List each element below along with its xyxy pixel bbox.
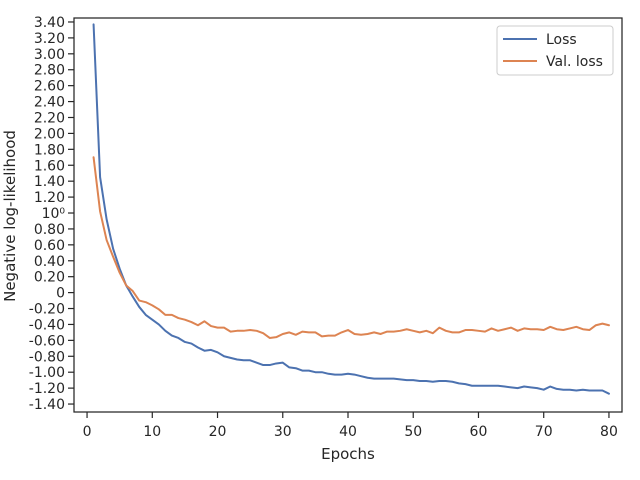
x-tick-label: 10 xyxy=(143,424,161,440)
y-tick-label: 2.00 xyxy=(34,126,65,142)
x-tick-label: 0 xyxy=(83,424,92,440)
x-tick-label: 80 xyxy=(600,424,618,440)
y-axis-label: Negative log-likelihood xyxy=(1,130,19,302)
x-tick-label: 50 xyxy=(404,424,422,440)
y-tick-label: 1.60 xyxy=(34,158,65,174)
y-tick-label: 3.40 xyxy=(34,15,65,31)
y-axis-ticks: -1.40-1.20-1.00-0.80-0.60-0.40-0.2000.20… xyxy=(29,15,74,413)
y-tick-label: 0.20 xyxy=(34,270,65,286)
x-tick-label: 70 xyxy=(535,424,553,440)
y-tick-label: 0 xyxy=(56,286,65,302)
plot-frame xyxy=(73,17,623,413)
y-tick-label: 2.80 xyxy=(34,63,65,79)
y-tick-label: -1.20 xyxy=(29,381,65,397)
y-tick-label: -0.40 xyxy=(29,317,65,333)
y-tick-label: 3.20 xyxy=(34,31,65,47)
y-tick-label: 1.80 xyxy=(34,142,65,158)
x-axis-ticks: 0 10 20 30 40 50 60 70 80 xyxy=(83,412,618,440)
y-tick-label: -0.80 xyxy=(29,349,65,365)
y-tick-label: 2.20 xyxy=(34,110,65,126)
legend-label-loss: Loss xyxy=(546,32,577,48)
x-axis-label: Epochs xyxy=(321,445,375,463)
y-tick-label: 10⁰ xyxy=(42,206,66,222)
legend-label-val-loss: Val. loss xyxy=(546,54,603,70)
y-tick-label: 0.60 xyxy=(34,238,65,254)
x-tick-label: 20 xyxy=(209,424,227,440)
y-tick-label: -0.60 xyxy=(29,333,65,349)
y-tick-label: 1.20 xyxy=(34,190,65,206)
y-tick-label: 2.60 xyxy=(34,79,65,95)
x-tick-label: 30 xyxy=(274,424,292,440)
x-tick-label: 40 xyxy=(339,424,357,440)
y-tick-label: -1.40 xyxy=(29,397,65,413)
y-tick-label: 1.40 xyxy=(34,174,65,190)
y-tick-label: 0.80 xyxy=(34,222,65,238)
y-tick-label: -1.00 xyxy=(29,365,65,381)
x-tick-label: 60 xyxy=(470,424,488,440)
y-tick-label: 3.00 xyxy=(34,47,65,63)
legend: Loss Val. loss xyxy=(496,25,614,76)
series-layer xyxy=(92,23,610,395)
y-tick-label: 0.40 xyxy=(34,254,65,270)
plot-area xyxy=(73,17,623,413)
series-line-loss xyxy=(92,23,610,395)
series-line-val-loss xyxy=(92,156,610,339)
y-tick-label: 2.40 xyxy=(34,95,65,111)
y-tick-label: -0.20 xyxy=(29,302,65,318)
